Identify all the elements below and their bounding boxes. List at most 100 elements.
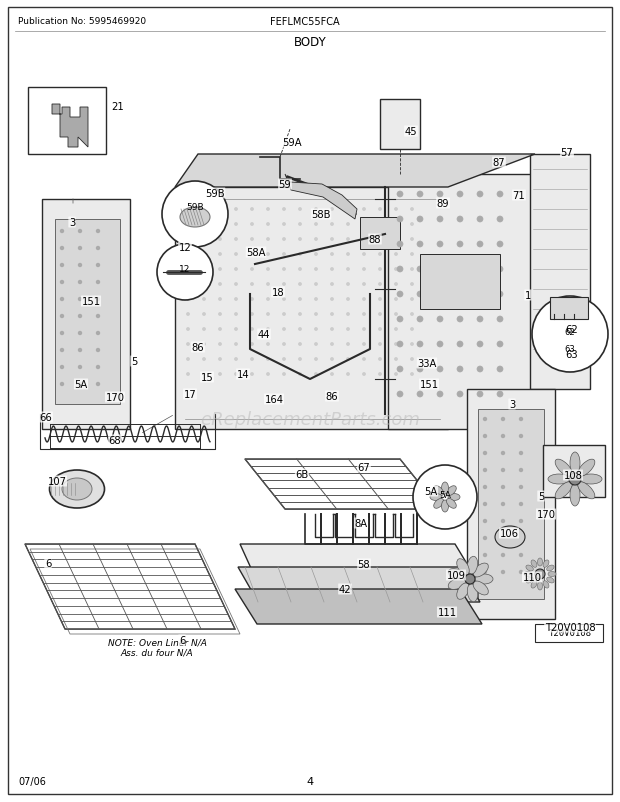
Ellipse shape <box>570 484 580 506</box>
Circle shape <box>437 192 443 198</box>
Polygon shape <box>175 155 535 188</box>
Text: 68: 68 <box>108 435 122 445</box>
Circle shape <box>283 238 285 241</box>
Ellipse shape <box>495 526 525 549</box>
Circle shape <box>79 349 81 352</box>
Circle shape <box>569 473 581 485</box>
Circle shape <box>502 418 505 421</box>
Circle shape <box>477 267 483 273</box>
Circle shape <box>484 554 487 557</box>
Circle shape <box>497 391 503 398</box>
Circle shape <box>457 241 463 248</box>
Circle shape <box>251 253 253 256</box>
Circle shape <box>417 241 423 248</box>
Circle shape <box>267 253 269 256</box>
Circle shape <box>267 328 269 330</box>
Circle shape <box>203 314 205 316</box>
Circle shape <box>251 238 253 241</box>
Text: 6: 6 <box>179 635 185 645</box>
Circle shape <box>502 503 505 506</box>
Ellipse shape <box>570 452 580 475</box>
Circle shape <box>379 209 381 211</box>
Circle shape <box>203 374 205 375</box>
Ellipse shape <box>543 581 549 589</box>
Circle shape <box>457 317 463 322</box>
Circle shape <box>235 283 237 286</box>
Circle shape <box>520 537 523 540</box>
FancyBboxPatch shape <box>360 217 400 249</box>
Polygon shape <box>175 200 388 429</box>
Circle shape <box>411 314 413 316</box>
Circle shape <box>397 241 403 248</box>
Text: 170: 170 <box>536 509 556 520</box>
Circle shape <box>502 435 505 438</box>
Circle shape <box>331 314 333 316</box>
Circle shape <box>411 224 413 226</box>
Circle shape <box>283 374 285 375</box>
Circle shape <box>235 238 237 241</box>
Circle shape <box>299 209 301 211</box>
Circle shape <box>457 192 463 198</box>
Circle shape <box>299 358 301 361</box>
Circle shape <box>497 217 503 223</box>
Circle shape <box>219 358 221 361</box>
Circle shape <box>203 328 205 330</box>
Circle shape <box>187 283 189 286</box>
Circle shape <box>315 314 317 316</box>
Circle shape <box>363 328 365 330</box>
Ellipse shape <box>473 581 489 595</box>
Circle shape <box>267 283 269 286</box>
Circle shape <box>283 224 285 226</box>
Circle shape <box>61 247 63 250</box>
Circle shape <box>347 343 349 346</box>
Circle shape <box>299 298 301 301</box>
Text: 71: 71 <box>513 191 525 200</box>
Text: 8A: 8A <box>355 518 368 529</box>
Circle shape <box>187 253 189 256</box>
Circle shape <box>477 317 483 322</box>
Circle shape <box>484 571 487 573</box>
Circle shape <box>187 328 189 330</box>
Ellipse shape <box>467 557 477 574</box>
Circle shape <box>315 374 317 375</box>
Circle shape <box>187 343 189 346</box>
Text: 15: 15 <box>201 373 213 383</box>
Circle shape <box>219 224 221 226</box>
Ellipse shape <box>180 208 210 228</box>
Circle shape <box>379 358 381 361</box>
Circle shape <box>520 435 523 438</box>
Circle shape <box>477 342 483 347</box>
Text: 12: 12 <box>179 265 191 274</box>
Circle shape <box>520 520 523 523</box>
FancyBboxPatch shape <box>550 298 588 320</box>
Circle shape <box>61 264 63 267</box>
Text: T20V0108: T20V0108 <box>549 629 591 638</box>
Circle shape <box>520 554 523 557</box>
Circle shape <box>331 328 333 330</box>
Circle shape <box>203 238 205 241</box>
Circle shape <box>397 217 403 223</box>
Text: 108: 108 <box>564 471 582 480</box>
Circle shape <box>379 343 381 346</box>
FancyBboxPatch shape <box>543 445 605 497</box>
Circle shape <box>413 465 477 529</box>
Circle shape <box>417 217 423 223</box>
Circle shape <box>497 192 503 198</box>
Circle shape <box>203 343 205 346</box>
Circle shape <box>97 383 99 386</box>
Circle shape <box>331 298 333 301</box>
Ellipse shape <box>473 563 489 577</box>
Polygon shape <box>55 220 120 404</box>
Circle shape <box>411 283 413 286</box>
Circle shape <box>437 342 443 347</box>
Text: T20V0108: T20V0108 <box>545 622 595 632</box>
Circle shape <box>203 358 205 361</box>
Circle shape <box>379 238 381 241</box>
Circle shape <box>411 343 413 346</box>
Ellipse shape <box>467 584 477 602</box>
Circle shape <box>251 298 253 301</box>
Circle shape <box>437 367 443 373</box>
Circle shape <box>267 269 269 271</box>
Ellipse shape <box>526 565 533 571</box>
Text: 57: 57 <box>560 148 574 158</box>
